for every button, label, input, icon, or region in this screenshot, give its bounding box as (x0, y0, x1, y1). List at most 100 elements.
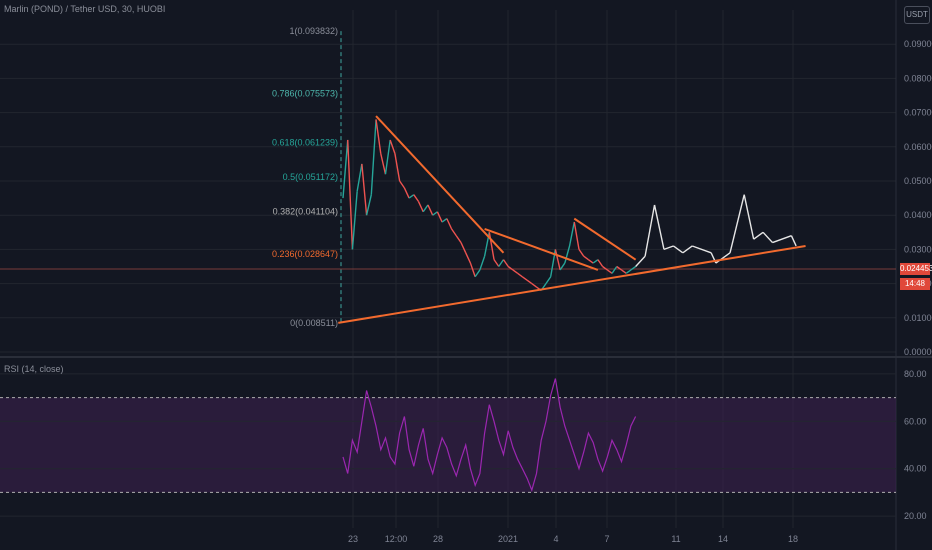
rsi-tick-label: 20.00 (904, 511, 927, 521)
price-candle (465, 252, 472, 264)
price-candle (616, 265, 622, 271)
price-candle (479, 256, 486, 271)
trendline (484, 227, 599, 271)
price-candle (380, 153, 387, 175)
price-candle (493, 259, 500, 267)
price-candle (531, 283, 537, 288)
rsi-tick-label: 80.00 (904, 369, 927, 379)
projection-segment (729, 194, 745, 253)
symbol-legend: Marlin (POND) / Tether USD, 30, HUOBI (4, 4, 166, 14)
price-candle (361, 163, 368, 216)
price-candle (460, 242, 467, 254)
price-candle (526, 279, 533, 285)
rsi-tick-label: 60.00 (904, 416, 927, 426)
price-candle (592, 259, 599, 264)
price-candle (455, 235, 462, 243)
projection-segment (635, 255, 646, 267)
x-tick-label: 23 (348, 534, 358, 544)
projection-segment (663, 245, 674, 251)
y-tick-label: 0.030000 (904, 244, 932, 254)
price-candle (554, 249, 561, 271)
fib-level-label: 0.236(0.028647) (272, 249, 338, 259)
projection-segment (653, 204, 665, 250)
price-candle (389, 139, 396, 154)
price-candle (342, 139, 349, 199)
price-candle (583, 255, 589, 261)
price-candle (432, 211, 438, 216)
price-candle (502, 259, 509, 267)
projection-segment (644, 204, 656, 257)
price-candle (611, 266, 618, 274)
projection-segment (790, 235, 797, 247)
price-candle (521, 276, 528, 281)
price-candle (559, 262, 566, 271)
trendline (573, 217, 637, 261)
x-tick-label: 4 (553, 534, 558, 544)
y-tick-label: 0.070000 (904, 108, 932, 118)
projection-segment (743, 194, 755, 240)
currency-button[interactable]: USDT (904, 6, 930, 24)
projection-segment (715, 252, 731, 264)
price-candle (365, 194, 373, 216)
price-candle (573, 221, 580, 250)
x-tick-label: 11 (671, 534, 680, 544)
y-tick-label: 0.000000 (904, 347, 932, 357)
fib-level-label: 0(0.008511) (290, 318, 338, 328)
y-tick-label: 0.040000 (904, 210, 932, 220)
rsi-band (0, 397, 896, 493)
price-candle (413, 194, 420, 202)
price-candle (347, 139, 354, 250)
fib-level-label: 0.5(0.051172) (283, 172, 338, 182)
price-candle (498, 259, 505, 267)
price-candle (436, 211, 443, 223)
rsi-line (342, 378, 637, 492)
y-tick-label: 0.080000 (904, 73, 932, 83)
price-candle (446, 218, 453, 230)
x-tick-label: 2021 (498, 534, 518, 544)
fib-level-label: 0.382(0.041104) (273, 206, 338, 216)
last-price-badge: 0.024453 (900, 263, 932, 275)
projection-segment (772, 235, 792, 244)
price-candle (356, 163, 363, 192)
fib-level-label: 0.618(0.061239) (272, 138, 338, 148)
price-candle (517, 272, 523, 278)
y-tick-label: 0.050000 (904, 176, 932, 186)
projection-segment (672, 245, 684, 254)
price-candle (469, 262, 476, 277)
projection-segment (753, 231, 764, 240)
x-tick-label: 28 (433, 534, 443, 544)
price-candle (351, 191, 358, 250)
price-candle (621, 269, 627, 274)
price-candle (545, 276, 552, 284)
rsi-tick-label: 40.00 (904, 464, 927, 474)
x-tick-label: 7 (604, 534, 609, 544)
fib-level-label: 1(0.093832) (289, 26, 338, 36)
price-candle (408, 194, 415, 199)
y-tick-label: 0.010000 (904, 313, 932, 323)
price-candle (450, 228, 457, 237)
price-candle (630, 265, 637, 271)
countdown-badge: 14:48 (900, 278, 930, 290)
price-candle (606, 269, 613, 274)
price-candle (564, 245, 571, 264)
trendline (375, 115, 505, 254)
price-candle (384, 139, 391, 175)
price-candle (625, 269, 632, 274)
projection-segment (762, 231, 774, 244)
price-candle (597, 259, 604, 267)
y-tick-label: 0.060000 (904, 142, 932, 152)
price-candle (399, 180, 405, 189)
price-candle (588, 259, 594, 264)
x-tick-label: 14 (718, 534, 728, 544)
rsi-legend: RSI (14, close) (4, 364, 64, 374)
projection-segment (692, 245, 712, 254)
price-candle (512, 269, 519, 274)
x-tick-label: 12:00 (385, 534, 408, 544)
price-candle (375, 119, 382, 154)
fib-level-label: 0.786(0.075573) (272, 89, 338, 99)
price-candle (394, 153, 401, 182)
x-tick-label: 18 (788, 534, 798, 544)
price-candle (507, 265, 514, 271)
price-candle (568, 221, 575, 247)
